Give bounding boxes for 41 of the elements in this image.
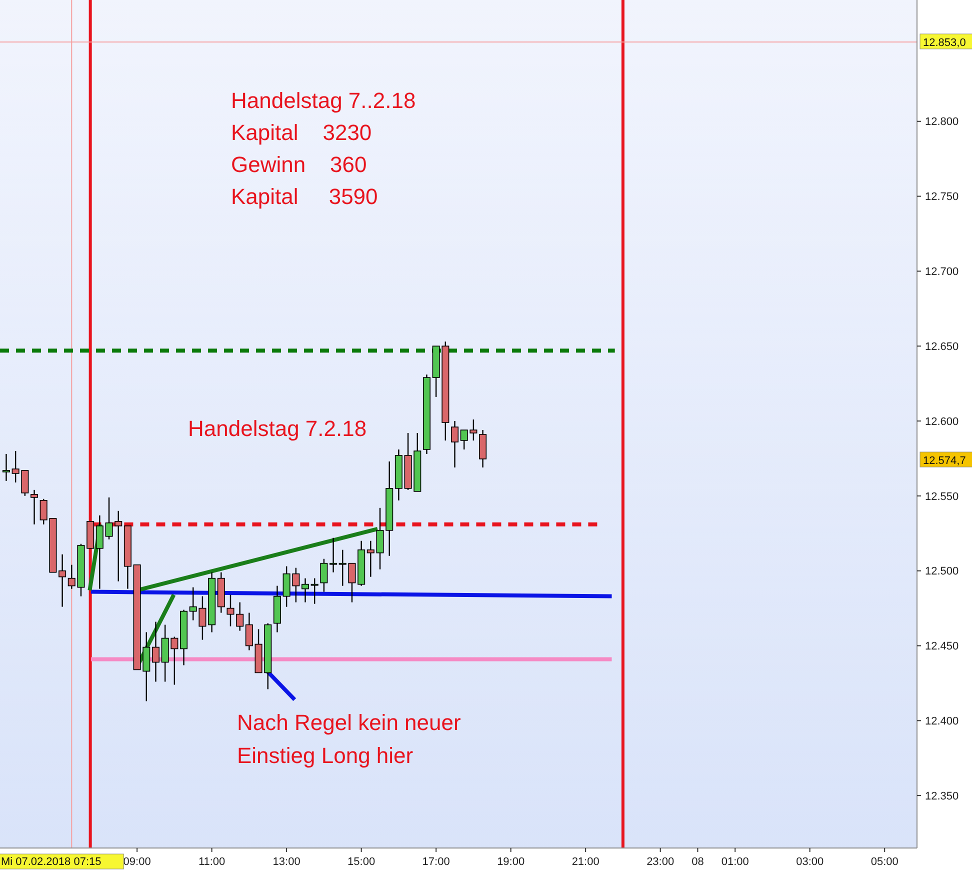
x-tick-label: 01:00 [721, 856, 749, 868]
x-tick-label: 19:00 [497, 856, 525, 868]
annotation: Handelstag 7..2.18 [231, 88, 416, 113]
x-tick-label: 08 [692, 856, 704, 868]
x-tick-label: 09:00 [123, 856, 151, 868]
x-tick-label: 05:00 [870, 856, 898, 868]
y-tick-label: 12.600 [925, 416, 959, 428]
candlestick [451, 420, 459, 468]
ref-line-label: 12.853,0 [923, 36, 966, 49]
y-tick-label: 12.700 [925, 266, 959, 278]
x-tick-label: 13:00 [272, 856, 300, 868]
y-tick-label: 12.500 [925, 566, 959, 578]
candlestick [30, 489, 38, 525]
x-tick-label: 11:00 [198, 856, 226, 868]
y-tick-label: 12.800 [925, 116, 959, 128]
text: 12.574,7 [923, 454, 966, 467]
annotation: Einstieg Long hier [237, 743, 414, 768]
annotation: Handelstag 7.2.18 [188, 416, 367, 441]
y-tick-label: 12.350 [925, 790, 959, 802]
y-tick-label: 12.550 [925, 490, 959, 503]
x-tick-label: 15:00 [348, 856, 376, 868]
candlestick [245, 612, 253, 651]
annotation: Kapital 3230 [231, 120, 372, 145]
y-tick-label: 12.400 [925, 716, 959, 728]
annotation: Nach Regel kein neuer [237, 710, 461, 735]
annotation: Gewinn 360 [231, 152, 367, 177]
candlestick [320, 558, 328, 592]
candlestick [2, 453, 10, 482]
x-tick-label: 23:00 [646, 856, 674, 868]
y-tick-label: 12.650 [925, 340, 959, 353]
y-tick-label: 12.450 [925, 640, 959, 653]
annotation: Kapital 3590 [231, 184, 378, 209]
x-tick-label: 17:00 [422, 856, 450, 868]
x-tick-label: 21:00 [572, 856, 600, 868]
candlestick [301, 578, 310, 603]
y-tick-label: 12.750 [925, 191, 959, 204]
x-tick-label: 03:00 [796, 856, 824, 868]
candlestick [152, 621, 160, 682]
candlestick [58, 554, 66, 608]
candlestick [96, 514, 104, 590]
ref-line-label: Mi 07.02.2018 07:15 [0, 856, 102, 868]
